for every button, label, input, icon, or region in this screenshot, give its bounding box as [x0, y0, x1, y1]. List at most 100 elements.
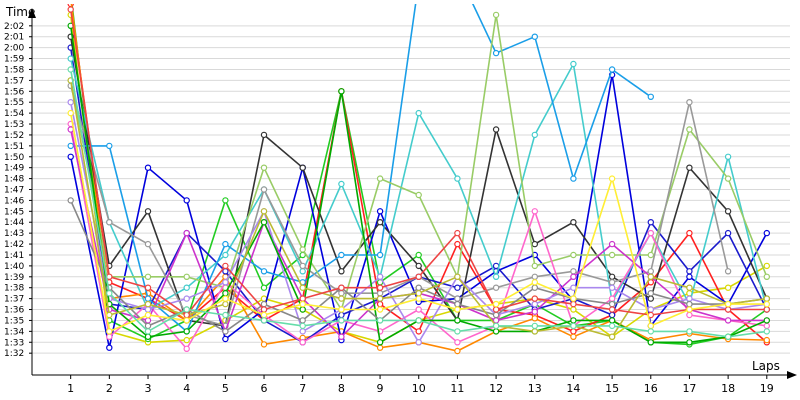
data-point — [724, 268, 732, 275]
data-point — [260, 341, 268, 348]
y-tick-label: 2:00 — [4, 44, 24, 54]
data-point — [492, 11, 500, 19]
data-point — [724, 306, 732, 313]
data-point — [570, 295, 577, 302]
y-tick-label: 1:49 — [4, 164, 24, 174]
x-tick-label: 3 — [145, 382, 152, 395]
y-tick-label: 1:37 — [4, 295, 24, 305]
data-point — [183, 273, 190, 280]
data-point — [608, 295, 616, 302]
data-point — [376, 300, 384, 308]
data-point — [376, 339, 384, 346]
y-tick-label: 1:43 — [4, 229, 24, 239]
data-point — [608, 311, 616, 319]
y-tick-label: 1:52 — [4, 131, 24, 141]
data-point — [338, 290, 345, 297]
data-point — [299, 262, 306, 270]
data-point — [608, 322, 616, 330]
data-point — [492, 300, 500, 308]
y-tick-label: 1:38 — [4, 284, 24, 294]
data-point — [492, 306, 500, 313]
data-point — [144, 300, 152, 308]
data-point — [454, 347, 461, 355]
y-tick-label: 1:39 — [4, 273, 24, 283]
data-point — [454, 175, 461, 182]
data-point — [338, 88, 345, 95]
x-tick-label: 18 — [721, 382, 735, 395]
data-point — [531, 300, 539, 308]
data-point — [531, 208, 539, 215]
y-tick-label: 1:32 — [4, 349, 24, 359]
data-point — [415, 251, 422, 259]
y-tick-label: 1:56 — [4, 87, 24, 97]
x-tick-label: 10 — [412, 382, 426, 395]
data-point — [144, 164, 152, 171]
data-point — [376, 306, 384, 313]
data-point — [376, 344, 384, 351]
data-point — [686, 295, 693, 302]
x-tick-label: 9 — [377, 382, 384, 395]
data-point — [686, 311, 693, 319]
data-point — [570, 328, 577, 335]
data-point — [608, 279, 616, 286]
data-point — [338, 333, 345, 340]
data-point — [299, 322, 306, 330]
data-point — [299, 317, 306, 324]
data-point — [144, 240, 152, 248]
data-point — [570, 322, 577, 330]
data-point — [106, 333, 113, 340]
data-point — [260, 268, 268, 275]
y-tick-label: 2:01 — [4, 33, 24, 43]
data-point — [724, 208, 732, 215]
data-point — [67, 55, 74, 62]
data-point — [686, 126, 693, 133]
data-point — [724, 317, 732, 324]
data-point — [608, 317, 616, 324]
data-point — [144, 295, 152, 302]
x-tick-label: 12 — [489, 382, 503, 395]
data-point — [492, 49, 500, 57]
data-point — [376, 317, 384, 324]
data-point — [106, 344, 113, 351]
y-tick-label: 1:59 — [4, 55, 24, 65]
y-axis-arrow-icon — [28, 8, 36, 18]
data-point — [724, 333, 732, 340]
x-tick-label: 1 — [67, 382, 74, 395]
data-point — [570, 333, 577, 340]
data-point — [415, 295, 422, 302]
data-point — [299, 328, 306, 335]
data-point — [222, 279, 229, 286]
y-tick-label: 2:02 — [4, 22, 24, 32]
y-tick-label: 1:40 — [4, 262, 24, 272]
data-point — [338, 251, 345, 259]
data-point — [608, 66, 616, 73]
x-tick-label: 6 — [261, 382, 268, 395]
data-point — [570, 300, 577, 308]
data-point — [492, 284, 500, 291]
data-point — [376, 175, 384, 182]
y-tick-label: 1:54 — [4, 109, 24, 119]
data-point — [531, 315, 539, 322]
data-point — [260, 164, 268, 171]
data-point — [647, 268, 655, 275]
data-point — [608, 333, 616, 340]
data-point — [144, 333, 152, 340]
data-point — [492, 311, 500, 319]
data-point — [570, 60, 577, 68]
data-point — [376, 273, 384, 280]
data-point — [260, 131, 268, 139]
data-point — [647, 290, 655, 297]
data-point — [144, 306, 152, 313]
data-point — [67, 153, 74, 160]
data-point — [183, 295, 190, 302]
data-point — [454, 317, 461, 324]
data-point — [338, 284, 345, 291]
data-point — [260, 284, 268, 291]
data-point — [686, 328, 693, 335]
data-point — [570, 251, 577, 259]
data-point — [531, 279, 539, 286]
data-point — [531, 273, 539, 280]
data-point — [686, 306, 693, 313]
data-point — [144, 208, 152, 215]
